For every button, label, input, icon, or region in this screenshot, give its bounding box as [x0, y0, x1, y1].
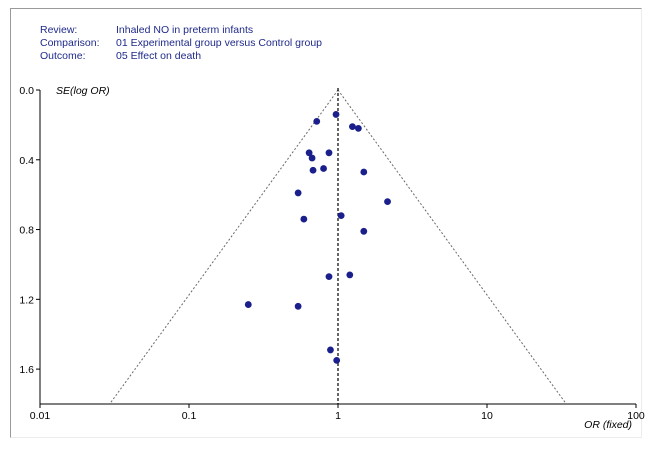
y-axis-label: SE(log OR): [56, 85, 110, 97]
data-point: [327, 346, 334, 354]
comparison-key: Comparison:: [40, 37, 100, 49]
data-point: [244, 301, 252, 308]
data-point: [313, 118, 321, 125]
y-tick-label: 1.6: [19, 364, 34, 376]
data-point: [349, 123, 356, 131]
data-point: [308, 154, 316, 162]
funnel-right-line: [337, 89, 567, 405]
data-point: [360, 227, 368, 235]
x-tick-label: 0.01: [30, 410, 51, 422]
comparison-value: 01 Experimental group versus Control gro…: [116, 37, 323, 49]
figure-frame: [10, 8, 642, 438]
data-point: [325, 149, 333, 157]
outcome-key: Outcome:: [40, 50, 86, 62]
data-point: [384, 198, 391, 206]
x-tick-label: 100: [627, 410, 645, 422]
data-point: [305, 149, 313, 157]
points-layer: [244, 111, 391, 364]
y-tick-label: 1.2: [19, 294, 34, 306]
y-tick-label: 0.4: [19, 155, 34, 167]
data-point: [300, 215, 308, 223]
x-tick-label: 0.1: [182, 410, 197, 422]
data-point: [346, 271, 354, 279]
data-point: [320, 165, 327, 172]
data-point: [337, 212, 345, 220]
data-point: [360, 168, 368, 176]
x-tick-label: 1: [335, 410, 341, 422]
y-tick-label: 0.8: [19, 225, 34, 237]
y-tick-label: 0.0: [19, 85, 34, 97]
funnel-left-line: [109, 89, 339, 405]
data-point: [354, 124, 362, 132]
data-point: [309, 166, 317, 174]
x-axis-label: OR (fixed): [584, 419, 632, 431]
review-value: Inhaled NO in preterm infants: [116, 24, 254, 36]
data-point: [294, 302, 302, 310]
x-tick-label: 10: [481, 410, 493, 422]
data-point: [325, 273, 333, 281]
data-point: [332, 111, 340, 118]
axes-layer: 0.0 0.4 0.8 1.2 1.6 0.01 0.1 1 10 100: [19, 85, 645, 422]
review-key: Review:: [40, 24, 78, 36]
data-point: [333, 356, 341, 364]
outcome-value: 05 Effect on death: [116, 50, 202, 62]
data-point: [294, 189, 302, 197]
funnel-layer: [109, 88, 567, 405]
